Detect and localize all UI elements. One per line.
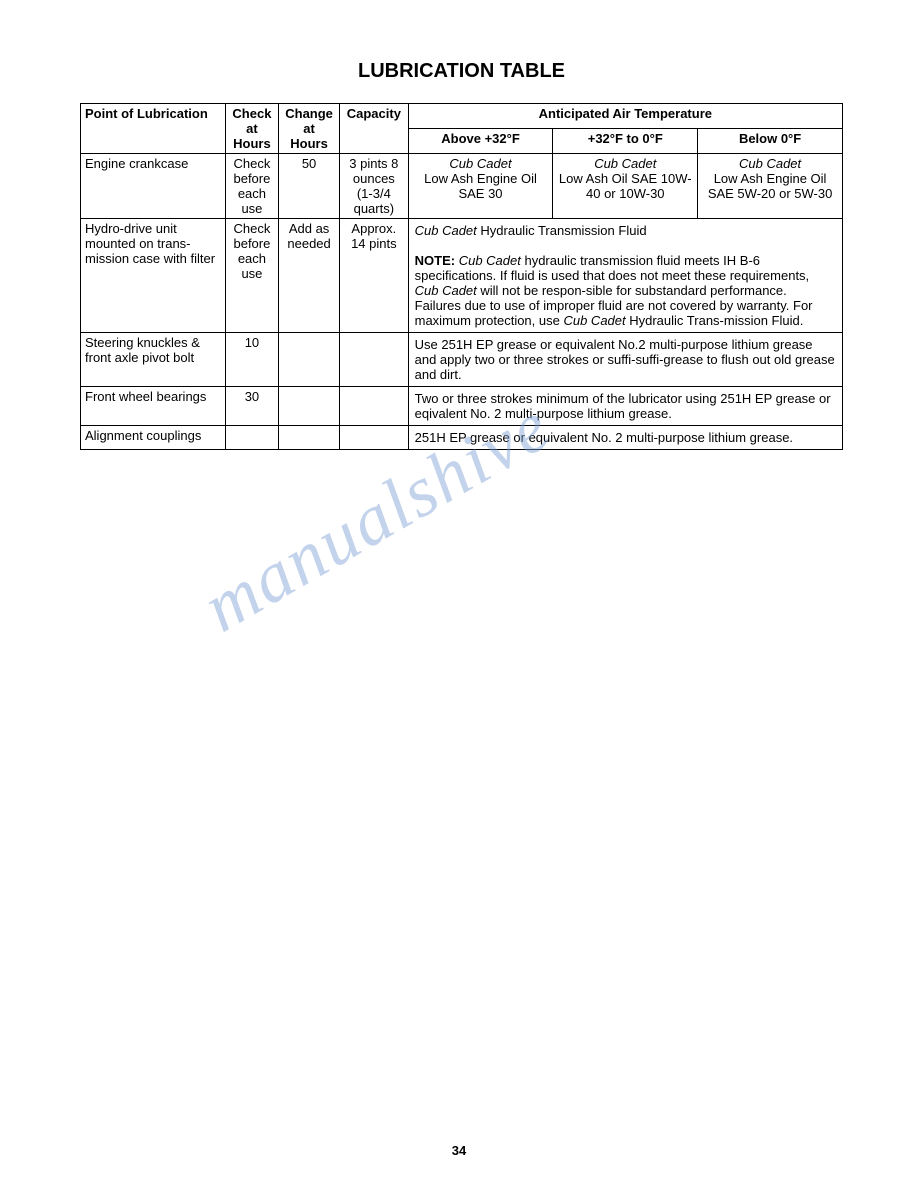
cell-temp1: Cub Cadet Low Ash Engine Oil SAE 30	[408, 154, 553, 219]
lubrication-table: Point of Lubrication Check at Hours Chan…	[80, 103, 843, 450]
cell-temp2: Cub Cadet Low Ash Oil SAE 10W-40 or 10W-…	[553, 154, 698, 219]
cell-capacity: 3 pints 8 ounces (1-3/4 quarts)	[340, 154, 409, 219]
cell-point: Front wheel bearings	[81, 387, 226, 426]
cell-capacity	[340, 426, 409, 450]
header-check: Check at Hours	[225, 104, 278, 154]
header-temp-below: Below 0°F	[698, 129, 843, 154]
cell-change	[279, 426, 340, 450]
cell-check: 30	[225, 387, 278, 426]
cell-point: Engine crankcase	[81, 154, 226, 219]
table-row: Engine crankcase Check before each use 5…	[81, 154, 843, 219]
header-change: Change at Hours	[279, 104, 340, 154]
header-capacity: Capacity	[340, 104, 409, 154]
cell-note: Two or three strokes minimum of the lubr…	[408, 387, 842, 426]
table-row: Steering knuckles & front axle pivot bol…	[81, 333, 843, 387]
cell-capacity	[340, 387, 409, 426]
cell-capacity: Approx. 14 pints	[340, 219, 409, 333]
cell-check: Check before each use	[225, 154, 278, 219]
cell-change	[279, 333, 340, 387]
header-temp: Anticipated Air Temperature	[408, 104, 842, 129]
cell-note: Use 251H EP grease or equivalent No.2 mu…	[408, 333, 842, 387]
cell-change: 50	[279, 154, 340, 219]
cell-point: Hydro-drive unit mounted on trans-missio…	[81, 219, 226, 333]
cell-temp3: Cub Cadet Low Ash Engine Oil SAE 5W-20 o…	[698, 154, 843, 219]
table-row: Front wheel bearings 30 Two or three str…	[81, 387, 843, 426]
cell-check: Check before each use	[225, 219, 278, 333]
header-temp-above: Above +32°F	[408, 129, 553, 154]
table-row: Alignment couplings 251H EP grease or eq…	[81, 426, 843, 450]
cell-point: Steering knuckles & front axle pivot bol…	[81, 333, 226, 387]
cell-check: 10	[225, 333, 278, 387]
header-point: Point of Lubrication	[81, 104, 226, 154]
cell-check	[225, 426, 278, 450]
cell-note: 251H EP grease or equivalent No. 2 multi…	[408, 426, 842, 450]
cell-hydro-note: Cub Cadet Hydraulic Transmission Fluid N…	[408, 219, 842, 333]
table-row: Hydro-drive unit mounted on trans-missio…	[81, 219, 843, 333]
page-title: LUBRICATION TABLE	[80, 60, 843, 83]
page-number: 34	[0, 1143, 918, 1158]
cell-point: Alignment couplings	[81, 426, 226, 450]
cell-change: Add as needed	[279, 219, 340, 333]
header-temp-mid: +32°F to 0°F	[553, 129, 698, 154]
cell-capacity	[340, 333, 409, 387]
cell-change	[279, 387, 340, 426]
